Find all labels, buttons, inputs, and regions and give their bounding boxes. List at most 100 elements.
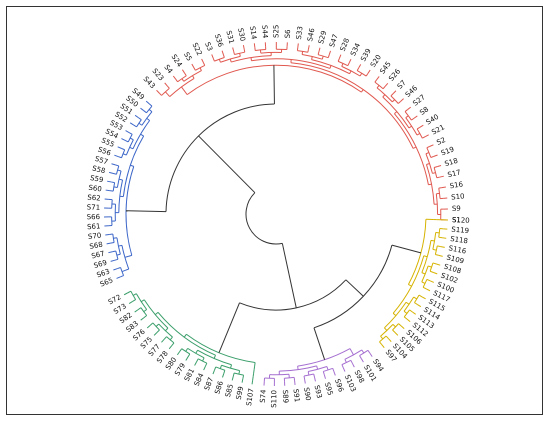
- leaf-label: S14: [248, 26, 258, 41]
- leaf-label: S8: [418, 105, 430, 117]
- subtree-branch: [133, 124, 137, 128]
- leaf-branch: [191, 63, 195, 68]
- subtree-branch: [195, 349, 198, 354]
- subtree-branch: [232, 372, 235, 377]
- root-branch: [273, 65, 275, 105]
- subtree-branch: [238, 370, 241, 375]
- subtree-branch: [422, 136, 426, 139]
- subtree-branch: [117, 169, 122, 172]
- subtree-branch: [114, 258, 119, 261]
- leaf-label: S86: [213, 380, 225, 396]
- leaf-label: S18: [444, 157, 459, 168]
- leaf-branch: [323, 374, 326, 379]
- leaf-label: S6: [284, 29, 293, 39]
- subtree-branch: [143, 315, 147, 319]
- leaf-branch: [117, 146, 122, 149]
- leaf-branch: [221, 50, 224, 55]
- leaf-branch: [314, 377, 316, 382]
- leaf-branch: [108, 171, 114, 174]
- subtree-branch: [132, 293, 137, 296]
- leaf-label: S47: [328, 33, 340, 48]
- leaf-branch: [400, 98, 404, 102]
- leaf-label: S22: [191, 42, 204, 58]
- subtree-branch: [183, 333, 187, 338]
- subtree-branch: [196, 358, 199, 363]
- leaf-branch: [384, 82, 389, 87]
- leaf-label: S119: [451, 226, 469, 236]
- subtree-branch: [374, 79, 378, 83]
- subtree-branch: [140, 299, 145, 303]
- subtree-branch: [438, 187, 442, 189]
- leaf-branch: [338, 54, 342, 59]
- leaf-branch: [367, 69, 371, 74]
- leaf-branch: [406, 318, 411, 323]
- leaf-label: S2: [436, 136, 447, 147]
- subtree-branch: [416, 126, 421, 130]
- subtree-join: [438, 188, 441, 199]
- subtree-branch: [242, 375, 245, 379]
- leaf-branch: [417, 304, 422, 308]
- root-branch: [281, 243, 297, 308]
- subtree-branch: [327, 54, 330, 58]
- leaf-branch: [161, 339, 165, 343]
- subtree-join: [158, 323, 173, 338]
- subtree-branch: [254, 362, 256, 367]
- subtree-branch: [148, 109, 153, 113]
- subtree-branch: [121, 147, 125, 151]
- subtree-branch: [416, 133, 421, 136]
- subtree-branch: [199, 67, 202, 71]
- leaf-branch: [413, 115, 418, 119]
- leaf-label: S1: [452, 216, 461, 224]
- subtree-branch: [408, 125, 412, 129]
- subtree-branch: [412, 146, 417, 149]
- leaf-branch: [439, 175, 444, 178]
- subtree-branch: [250, 57, 252, 61]
- subtree-branch: [317, 51, 320, 55]
- subtree-branch: [350, 360, 353, 364]
- subtree-branch: [360, 89, 364, 93]
- leaf-label: S69: [93, 259, 108, 270]
- subtree-branch: [332, 368, 335, 372]
- subtree-branch: [181, 86, 184, 90]
- leaf-label: S66: [87, 213, 101, 221]
- leaf-label: S17: [447, 168, 462, 179]
- leaf-label: S3: [203, 41, 214, 52]
- subtree-branch: [165, 327, 169, 332]
- leaf-branch: [105, 189, 110, 192]
- subtree-branch: [322, 371, 325, 376]
- subtree-branch: [437, 245, 441, 248]
- leaf-label: S43: [142, 75, 157, 90]
- subtree-branch: [169, 336, 173, 341]
- subtree-branch: [367, 350, 371, 354]
- subtree-branch: [359, 73, 363, 77]
- subtree-join: [214, 57, 225, 62]
- leaf-branch: [412, 311, 416, 315]
- leaf-branch: [381, 344, 385, 348]
- leaf-branch: [441, 186, 446, 189]
- subtree-branch: [392, 329, 396, 333]
- subtree-join: [323, 367, 333, 372]
- leaf-branch: [297, 43, 299, 48]
- leaf-branch: [181, 69, 185, 74]
- subtree-join: [161, 87, 170, 96]
- leaf-branch: [128, 301, 133, 304]
- leaf-branch: [211, 54, 214, 59]
- subtree-branch: [219, 365, 222, 369]
- subtree-branch: [179, 348, 183, 352]
- subtree-branch: [356, 67, 360, 71]
- subtree-branch: [116, 253, 121, 256]
- leaf-branch: [232, 47, 235, 52]
- leaf-label: S31: [224, 30, 235, 45]
- leaf-label: S4: [162, 63, 174, 75]
- leaf-branch: [437, 165, 442, 168]
- leaf-branch: [253, 43, 256, 48]
- subtree-branch: [297, 366, 299, 370]
- subtree-branch: [128, 132, 133, 135]
- leaf-branch: [108, 251, 113, 254]
- subtree-branch: [229, 58, 232, 63]
- root-branch: [391, 244, 422, 254]
- subtree-branch: [187, 353, 191, 358]
- subtree-branch: [301, 51, 304, 55]
- subtree-branch: [184, 72, 187, 77]
- leaf-branch: [134, 309, 139, 313]
